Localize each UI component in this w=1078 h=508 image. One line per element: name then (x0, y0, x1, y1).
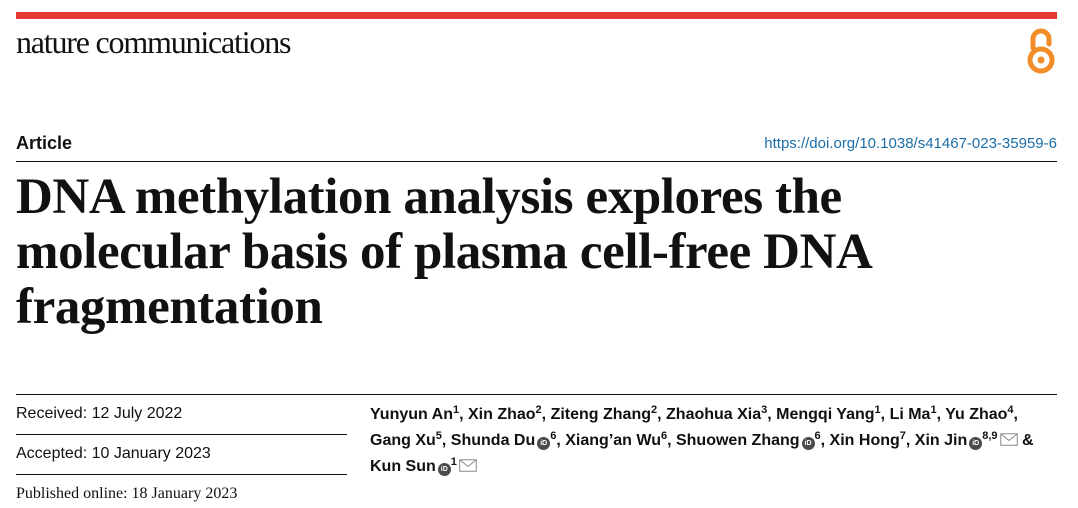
author-list: Yunyun An1, Xin Zhao2, Ziteng Zhang2, Zh… (370, 404, 1034, 476)
author-name[interactable]: Shunda Du (450, 432, 536, 449)
email-icon[interactable] (459, 459, 477, 472)
affiliation-superscript: 2 (535, 404, 542, 416)
article-type-label: Article (16, 133, 73, 153)
title-top-rule (16, 161, 1057, 162)
author-item: Xin Hong7 (829, 430, 906, 450)
published-date: Published online: 18 January 2023 (16, 485, 238, 502)
affiliation-superscript: 1 (450, 456, 457, 468)
orcid-icon[interactable]: iD (537, 437, 551, 450)
author-name[interactable]: Gang Xu (370, 432, 436, 449)
author-item: Ziteng Zhang2 (550, 404, 658, 424)
author-name[interactable]: Xin Hong (829, 432, 900, 449)
author-item: Li Ma1 (889, 404, 937, 424)
author-item: Zhaohua Xia3 (666, 404, 768, 424)
title-bottom-rule (16, 394, 1057, 395)
author-item: Gang Xu5 (370, 430, 442, 450)
author-name[interactable]: Yunyun An (370, 406, 453, 423)
orcid-icon[interactable]: iD (969, 437, 983, 450)
doi-link[interactable]: https://doi.org/10.1038/s41467-023-35959… (764, 135, 1057, 152)
affiliation-superscript: 1 (452, 404, 460, 416)
affiliation-superscript: 6 (814, 430, 821, 442)
affiliation-superscript: 3 (761, 404, 768, 416)
email-icon[interactable] (999, 433, 1018, 446)
author-name[interactable]: Shuowen Zhang (675, 432, 800, 449)
author-name[interactable]: Zhaohua Xia (666, 406, 762, 423)
orcid-icon[interactable]: iD (437, 463, 451, 476)
affiliation-superscript: 2 (651, 404, 658, 416)
author-name[interactable]: Ziteng Zhang (550, 406, 651, 423)
author-name[interactable]: Xin Zhao (467, 406, 536, 423)
accepted-divider (16, 474, 347, 475)
author-item: Mengqi Yang1 (776, 404, 881, 424)
author-name[interactable]: Xin Jin (914, 432, 968, 449)
author-item: Yunyun An1 (370, 404, 460, 424)
article-title: DNA methylation analysis explores the mo… (16, 169, 870, 335)
affiliation-superscript: 1 (874, 404, 881, 416)
author-name[interactable]: Li Ma (889, 406, 931, 423)
affiliation-superscript: 1 (930, 404, 937, 416)
journal-name: nature communications (16, 24, 291, 60)
author-name[interactable]: Xiang’an Wu (565, 432, 661, 449)
author-name[interactable]: Yu Zhao (945, 406, 1008, 423)
affiliation-superscript: 8,9 (982, 430, 998, 442)
accepted-date: Accepted: 10 January 2023 (16, 445, 211, 462)
author-item: Yu Zhao4 (945, 404, 1014, 424)
author-item: Xin Zhao2 (467, 404, 542, 424)
orcid-icon[interactable]: iD (801, 437, 815, 450)
author-item: Xiang’an Wu6 (565, 430, 668, 450)
author-name[interactable]: Kun Sun (370, 458, 436, 475)
received-divider (16, 434, 347, 435)
journal-accent-bar (16, 12, 1057, 19)
received-date: Received: 12 July 2022 (16, 405, 183, 422)
author-item: Xin Jin iD8,9 (914, 430, 1018, 450)
open-access-lock-icon[interactable] (1024, 26, 1058, 76)
affiliation-superscript: 7 (899, 430, 906, 442)
affiliation-superscript: 6 (660, 430, 668, 442)
author-item: Shuowen Zhang iD6 (675, 430, 821, 450)
author-item: Shunda Du iD6 (450, 430, 557, 450)
affiliation-superscript: 4 (1007, 404, 1014, 416)
author-name[interactable]: Mengqi Yang (776, 406, 875, 423)
author-item: Kun Sun iD1 (370, 456, 477, 476)
affiliation-superscript: 5 (435, 430, 442, 442)
affiliation-superscript: 6 (550, 430, 557, 442)
